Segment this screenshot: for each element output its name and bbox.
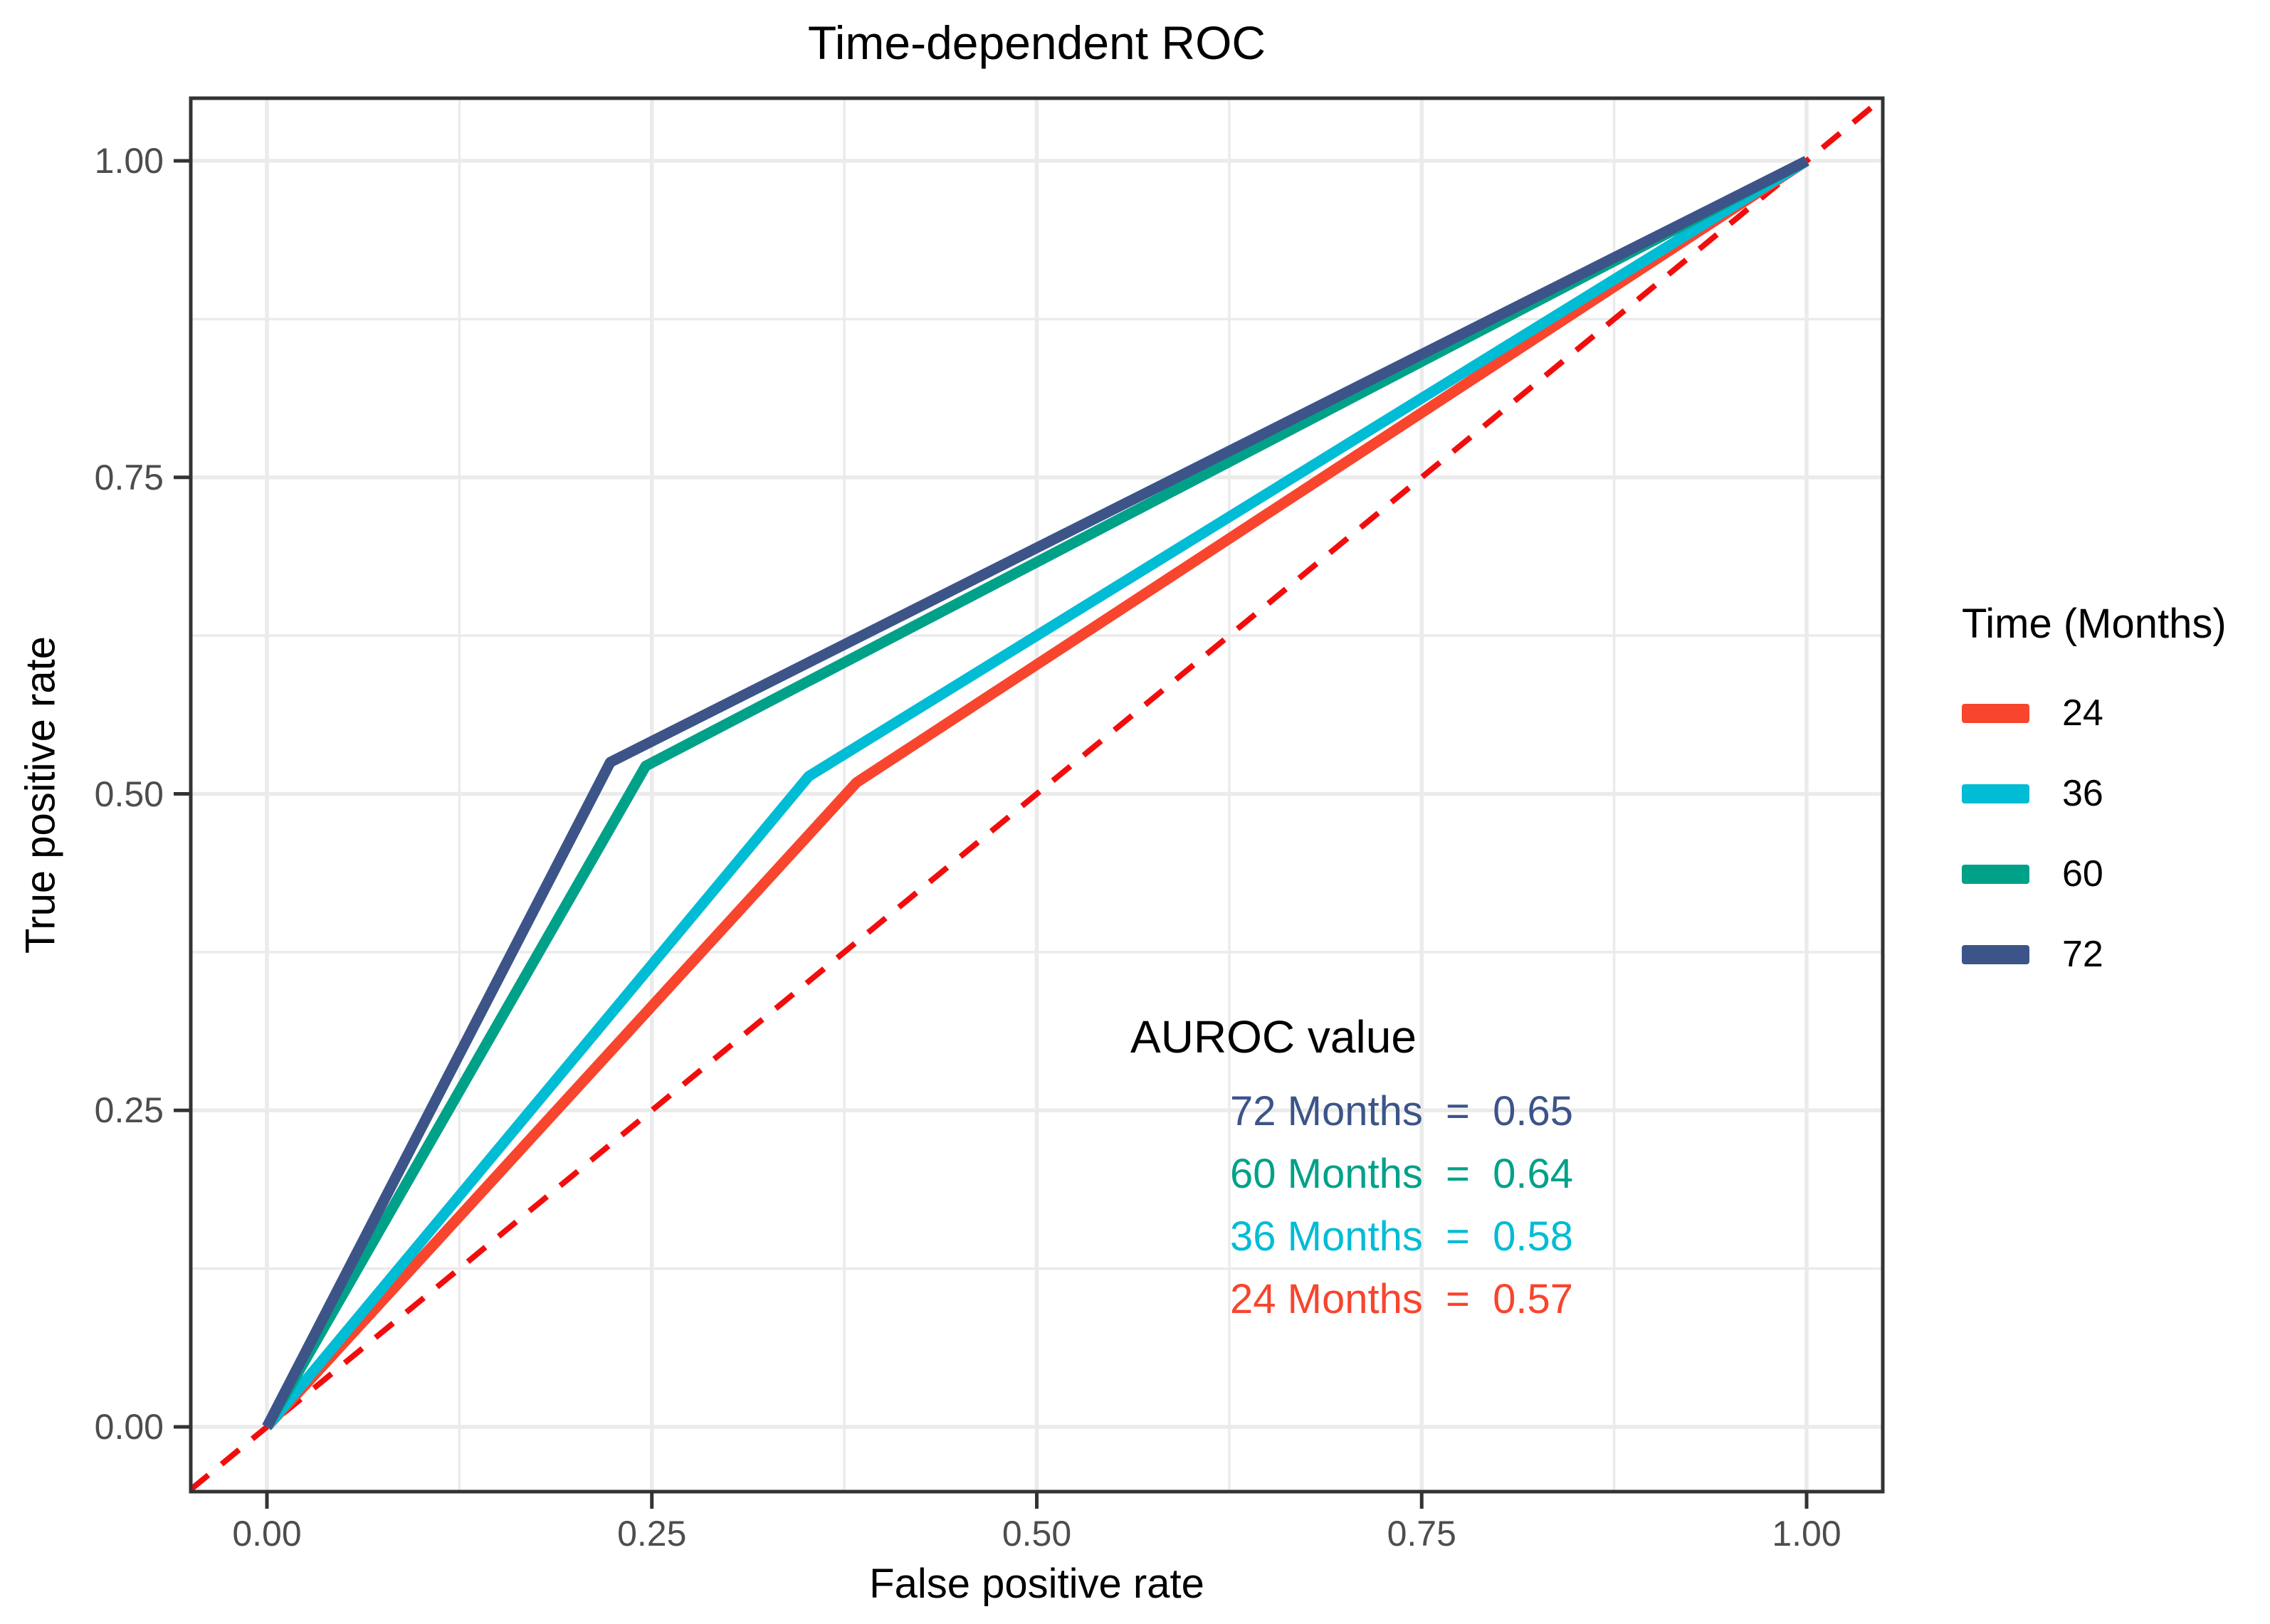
legend-key-line-icon (1962, 944, 2029, 964)
legend-items: 24 36 60 72 (1962, 687, 2227, 980)
roc-curve-36-months (263, 156, 1809, 1430)
roc-curve-72-months (262, 156, 1809, 1430)
auroc-annotation: AUROC value 72 Months = 0.65 60 Months = … (1130, 1011, 1573, 1330)
auroc-annotation-heading: AUROC value (1130, 1011, 1417, 1063)
auroc-annotation-line-2: 36 Months = 0.58 (1230, 1213, 1574, 1260)
x-tick-label-1.00: 1.00 (1772, 1514, 1841, 1554)
legend-item-label: 24 (2062, 692, 2103, 734)
legend-item-label: 36 (2062, 773, 2103, 814)
legend-key-line-icon (1962, 864, 2029, 884)
y-tick-label-1.00: 1.00 (94, 141, 164, 181)
auroc-annotation-lines: 72 Months = 0.65 60 Months = 0.64 36 Month… (1130, 1080, 1573, 1330)
x-tick-label-0.75: 0.75 (1387, 1514, 1456, 1554)
roc-curve-60-months (262, 156, 1809, 1430)
auroc-annotation-line-0: 72 Months = 0.65 (1230, 1087, 1574, 1134)
legend-key-line-icon (1962, 703, 2029, 723)
legend-item-label: 60 (2062, 853, 2103, 895)
x-tick-label-0.25: 0.25 (617, 1514, 687, 1554)
legend-item-60: 60 (1962, 848, 2227, 900)
reference-diagonal-line (189, 95, 1885, 1492)
roc-curve-24-months (263, 156, 1810, 1431)
y-tick-label-0.25: 0.25 (94, 1090, 164, 1131)
auroc-annotation-line-3: 24 Months = 0.57 (1230, 1275, 1574, 1322)
legend-item-72: 72 (1962, 929, 2227, 980)
x-tick-label-0.00: 0.00 (232, 1514, 302, 1554)
legend-key-line-icon (1962, 784, 2029, 803)
legend: Time (Months) 24 36 60 72 (1962, 601, 2227, 1009)
legend-item-24: 24 (1962, 687, 2227, 739)
y-tick-label-0.50: 0.50 (94, 774, 164, 814)
chart-title: Time-dependent ROC (807, 16, 1266, 69)
legend-title: Time (Months) (1962, 601, 2227, 647)
legend-item-label: 72 (2062, 934, 2103, 975)
legend-item-36: 36 (1962, 768, 2227, 819)
x-tick-label-0.50: 0.50 (1002, 1514, 1072, 1554)
y-tick-label-0.00: 0.00 (94, 1407, 164, 1447)
auroc-annotation-line-1: 60 Months = 0.64 (1230, 1150, 1574, 1197)
x-axis-title: False positive rate (869, 1561, 1204, 1607)
y-tick-label-0.75: 0.75 (94, 457, 164, 497)
